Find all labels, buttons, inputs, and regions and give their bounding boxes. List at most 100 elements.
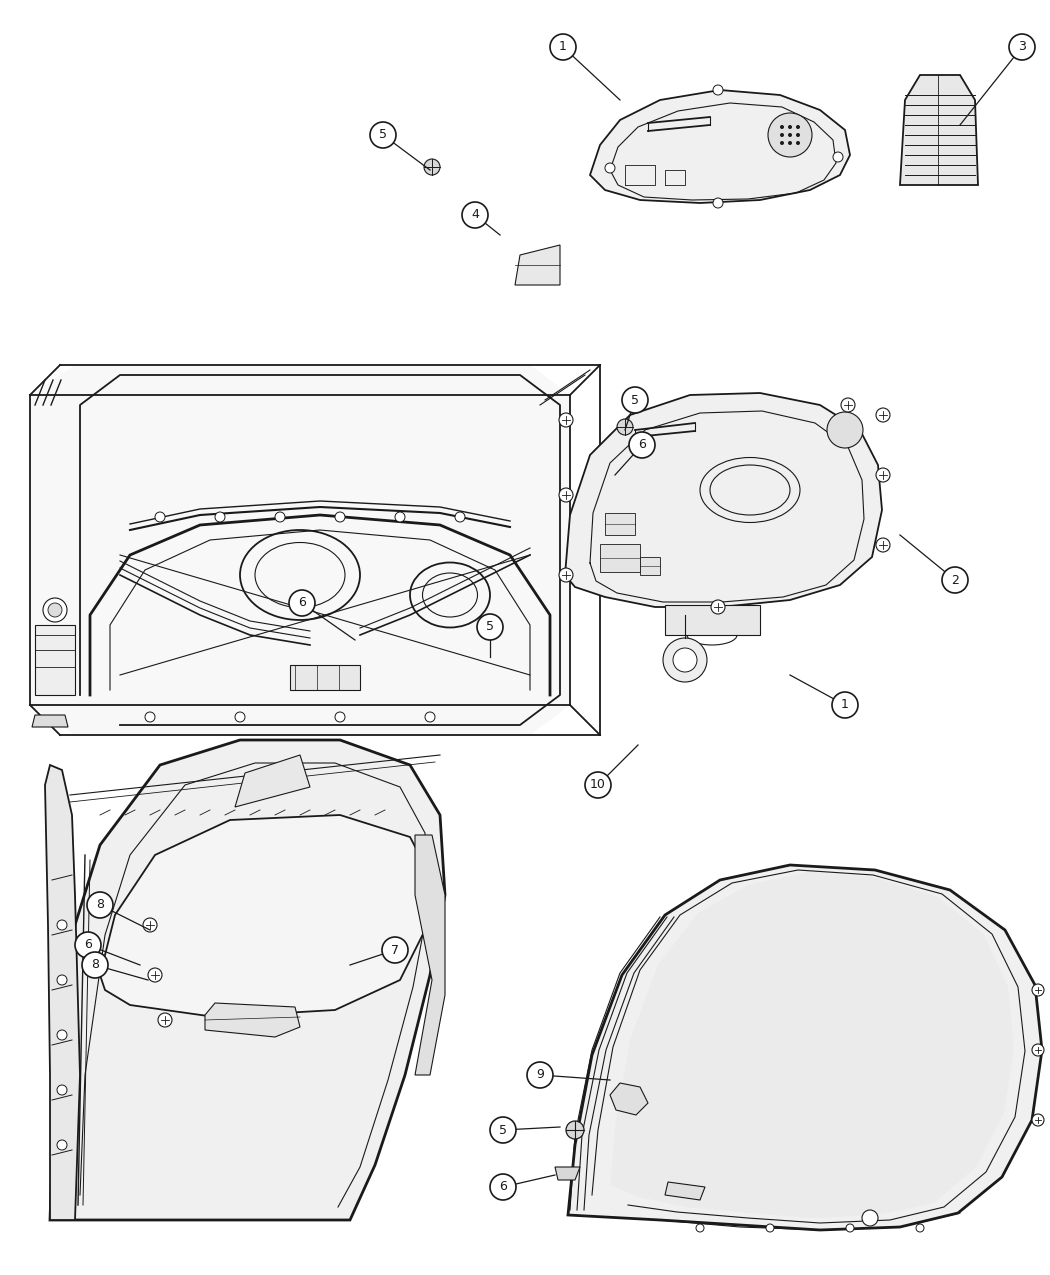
Text: 6: 6 <box>298 597 306 609</box>
Text: 6: 6 <box>499 1181 507 1193</box>
Circle shape <box>788 133 792 136</box>
Circle shape <box>559 488 573 502</box>
Text: 10: 10 <box>590 779 606 792</box>
Circle shape <box>425 711 435 722</box>
Polygon shape <box>100 815 430 1017</box>
Circle shape <box>550 34 576 60</box>
Polygon shape <box>640 557 660 575</box>
Circle shape <box>382 937 408 963</box>
Polygon shape <box>610 1082 648 1116</box>
Text: 1: 1 <box>559 41 567 54</box>
Polygon shape <box>665 606 760 635</box>
Text: 3: 3 <box>1018 41 1026 54</box>
Text: 1: 1 <box>841 699 849 711</box>
Circle shape <box>566 1121 584 1139</box>
Circle shape <box>796 125 800 129</box>
Circle shape <box>713 198 723 208</box>
Polygon shape <box>514 245 560 286</box>
Circle shape <box>158 1014 172 1026</box>
Polygon shape <box>290 666 360 690</box>
Polygon shape <box>665 1182 705 1200</box>
Circle shape <box>673 648 697 672</box>
Circle shape <box>696 1224 704 1232</box>
Circle shape <box>768 113 812 157</box>
Circle shape <box>490 1117 516 1142</box>
Polygon shape <box>235 755 310 807</box>
Circle shape <box>57 1085 67 1095</box>
Circle shape <box>788 142 792 145</box>
Circle shape <box>876 538 890 552</box>
Circle shape <box>713 85 723 96</box>
Circle shape <box>455 513 465 521</box>
Circle shape <box>370 122 396 148</box>
Polygon shape <box>35 625 75 695</box>
Circle shape <box>1009 34 1035 60</box>
Circle shape <box>1032 984 1044 996</box>
Circle shape <box>148 968 162 982</box>
Text: 6: 6 <box>638 439 646 451</box>
Circle shape <box>559 567 573 581</box>
Circle shape <box>57 1140 67 1150</box>
Polygon shape <box>50 740 445 1220</box>
Polygon shape <box>900 75 978 185</box>
Circle shape <box>711 601 724 615</box>
Circle shape <box>841 398 855 412</box>
Circle shape <box>585 771 611 798</box>
Circle shape <box>780 133 784 136</box>
Polygon shape <box>600 544 640 572</box>
Circle shape <box>605 163 615 173</box>
Circle shape <box>145 711 155 722</box>
Circle shape <box>155 513 165 521</box>
Circle shape <box>876 408 890 422</box>
Circle shape <box>832 692 858 718</box>
Circle shape <box>215 513 225 521</box>
Circle shape <box>490 1174 516 1200</box>
Circle shape <box>1032 1044 1044 1056</box>
Circle shape <box>462 201 488 228</box>
Text: 5: 5 <box>499 1123 507 1136</box>
Circle shape <box>335 711 345 722</box>
Polygon shape <box>415 835 445 1075</box>
Circle shape <box>876 468 890 482</box>
Circle shape <box>559 413 573 427</box>
Polygon shape <box>610 872 1014 1218</box>
Circle shape <box>82 952 108 978</box>
Circle shape <box>57 921 67 929</box>
Circle shape <box>143 918 158 932</box>
Polygon shape <box>568 864 1042 1230</box>
Polygon shape <box>32 715 68 727</box>
Circle shape <box>833 152 843 162</box>
Circle shape <box>617 419 633 435</box>
Text: 7: 7 <box>391 944 399 956</box>
Circle shape <box>862 1210 878 1227</box>
Circle shape <box>629 432 655 458</box>
Circle shape <box>916 1224 924 1232</box>
Text: 5: 5 <box>379 129 387 142</box>
Circle shape <box>663 638 707 682</box>
Circle shape <box>477 615 503 640</box>
Text: 2: 2 <box>951 574 959 586</box>
Circle shape <box>57 975 67 986</box>
Polygon shape <box>555 1167 580 1179</box>
Text: 5: 5 <box>631 394 639 407</box>
Circle shape <box>766 1224 774 1232</box>
Circle shape <box>424 159 440 175</box>
Polygon shape <box>30 365 570 734</box>
Circle shape <box>788 125 792 129</box>
Text: 8: 8 <box>91 959 99 972</box>
Circle shape <box>1032 1114 1044 1126</box>
Circle shape <box>87 892 113 918</box>
Circle shape <box>335 513 345 521</box>
Text: 8: 8 <box>96 899 104 912</box>
Circle shape <box>622 388 648 413</box>
Circle shape <box>289 590 315 616</box>
Circle shape <box>846 1224 854 1232</box>
Circle shape <box>275 513 285 521</box>
Circle shape <box>43 598 67 622</box>
Circle shape <box>796 133 800 136</box>
Polygon shape <box>205 1003 300 1037</box>
Circle shape <box>827 412 863 448</box>
Circle shape <box>942 567 968 593</box>
Circle shape <box>780 125 784 129</box>
Polygon shape <box>590 91 850 203</box>
